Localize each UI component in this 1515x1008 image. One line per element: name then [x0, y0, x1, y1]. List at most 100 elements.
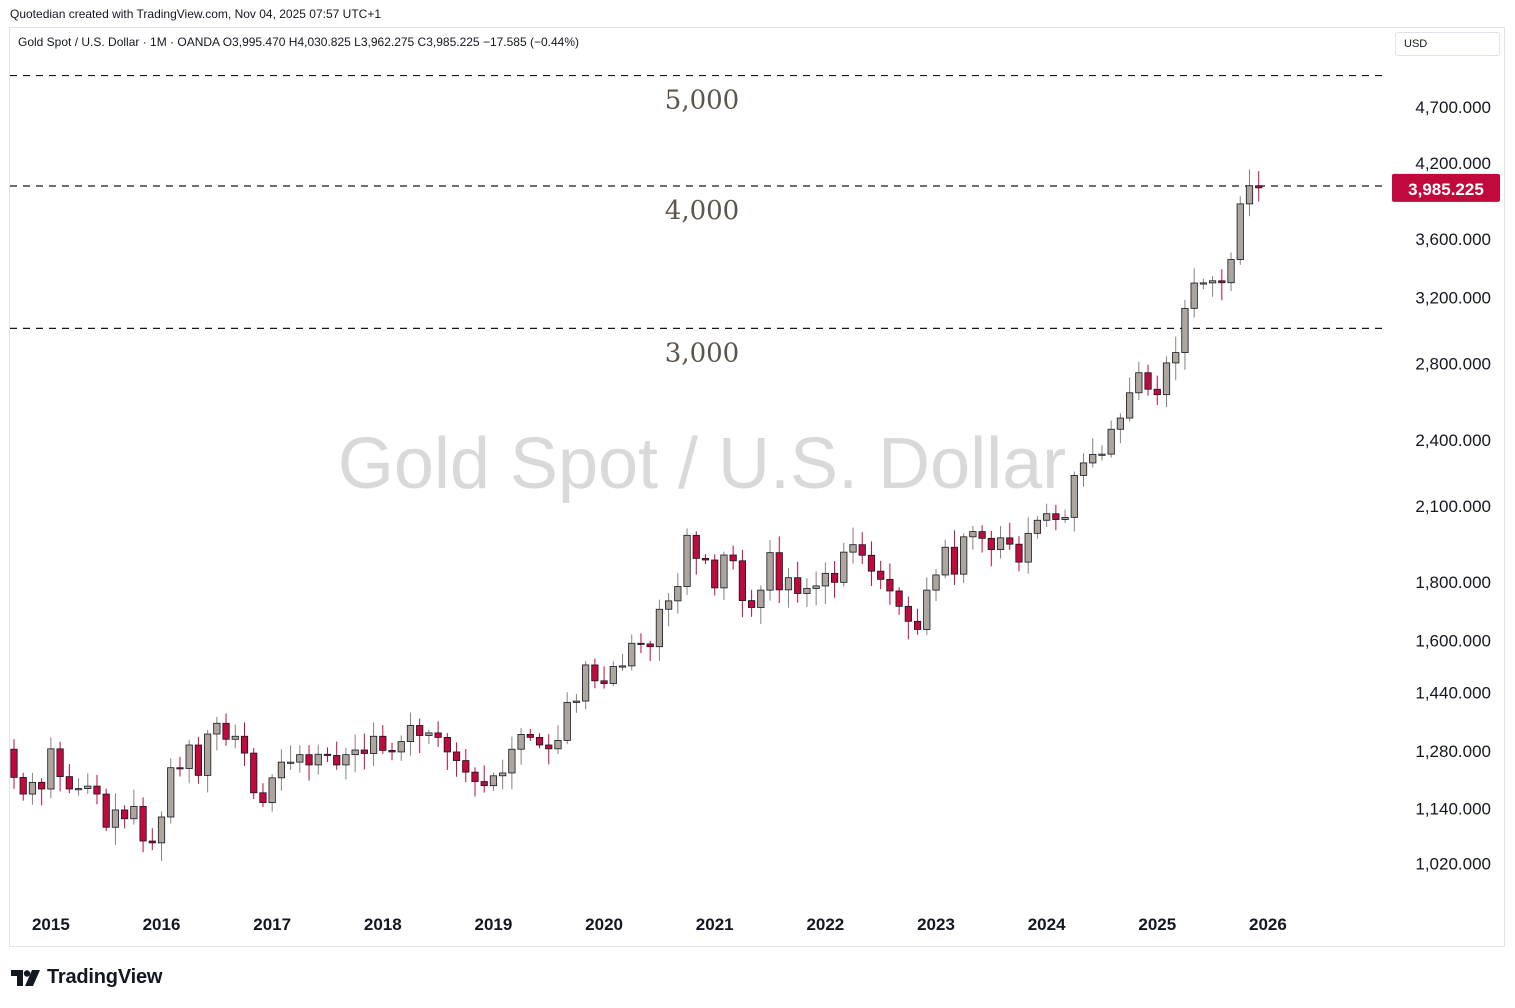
time-axis[interactable]: 2015 2016 2017 2018 2019 2020 2021 2022 2023 2024… [32, 915, 1287, 934]
candle [139, 797, 147, 853]
candle-body [10, 748, 18, 778]
candle [462, 748, 470, 783]
candle-body [683, 534, 691, 587]
x-tick-label: 2025 [1138, 915, 1176, 934]
candle-body [443, 737, 451, 753]
candle-body [259, 792, 267, 803]
candle [1209, 275, 1217, 297]
candle-body [84, 785, 92, 789]
candle-body [554, 740, 562, 750]
candle-body [102, 793, 110, 828]
candle [1043, 503, 1051, 528]
candle [646, 640, 654, 662]
candle [10, 739, 18, 789]
candle-body [766, 552, 774, 591]
candle-body [1116, 417, 1124, 430]
candle-body [720, 554, 728, 589]
candle-body [600, 680, 608, 684]
last-price-tag: 3,985.225 [1392, 173, 1500, 202]
candle-body [1218, 280, 1226, 284]
candle [19, 772, 27, 801]
candle [369, 722, 378, 767]
y-tick-label: 2,400.000 [1415, 431, 1491, 450]
candle-body [628, 642, 636, 667]
candle [480, 765, 488, 793]
candle [600, 666, 608, 689]
candle [360, 733, 368, 770]
candle-body [1245, 185, 1254, 205]
candle [969, 525, 977, 550]
candle [582, 661, 590, 710]
candle [701, 554, 710, 564]
candle [1236, 196, 1244, 265]
candle [333, 741, 341, 770]
candle-body [286, 761, 295, 764]
candle-body [222, 722, 230, 740]
candle-body [950, 546, 959, 575]
candle-body [1162, 362, 1171, 396]
currency-selector[interactable]: USD [1395, 32, 1500, 56]
candle [665, 592, 673, 627]
candle-body [19, 777, 27, 795]
candle-body [1209, 280, 1217, 284]
last-price-tag-bg [1392, 173, 1500, 202]
candle [545, 734, 553, 765]
candle [38, 778, 46, 806]
candle [102, 788, 110, 831]
candle [840, 542, 848, 587]
candle [93, 774, 101, 805]
candle [388, 742, 396, 761]
candle [517, 728, 525, 765]
candle [434, 721, 442, 748]
candle-body [1098, 453, 1106, 456]
candle [748, 589, 756, 617]
candle-body [849, 544, 857, 553]
candle-body [665, 600, 673, 610]
candle [240, 722, 249, 766]
candle-body [996, 537, 1005, 550]
candle [821, 562, 829, 604]
y-tick-label: 3,600.000 [1415, 230, 1491, 249]
candle-body [314, 753, 322, 766]
candle-body [840, 551, 848, 583]
level-lines: 5,000 4,000 3,000 [10, 74, 1385, 368]
candle-body [65, 776, 73, 790]
candle-body [738, 560, 746, 601]
candle [904, 596, 912, 640]
candle [637, 633, 645, 654]
candle [895, 587, 903, 615]
tradingview-logo[interactable]: TradingView [11, 966, 162, 989]
candlestick-series [10, 169, 1263, 861]
candle [489, 772, 498, 791]
candle [867, 541, 876, 586]
candle [830, 561, 839, 598]
candle [766, 540, 774, 601]
candle [499, 759, 507, 790]
candle-body [563, 702, 571, 741]
candle-body [425, 732, 433, 736]
candle-body [489, 775, 498, 787]
candle [572, 693, 581, 713]
candle [305, 745, 313, 781]
candle-body [1199, 282, 1207, 285]
candle [323, 747, 332, 762]
candle-body [167, 767, 175, 818]
candle [268, 774, 276, 812]
candle-body [471, 771, 479, 782]
candle-body [360, 749, 368, 754]
candle-body [969, 531, 977, 538]
candle-body [139, 806, 147, 842]
price-axis[interactable]: 1,020.000 1,140.000 1,280.000 1,440.000 1,60… [1415, 98, 1491, 873]
candle-body [618, 665, 627, 668]
candle-body [342, 754, 350, 766]
x-tick-label: 2016 [143, 915, 181, 934]
candle-body [886, 578, 894, 592]
candle-body [821, 572, 829, 587]
candle [213, 716, 221, 751]
candle [738, 549, 746, 618]
candle [1144, 364, 1152, 396]
candle [1255, 171, 1263, 202]
candle-body [987, 537, 995, 550]
candle [978, 525, 986, 553]
